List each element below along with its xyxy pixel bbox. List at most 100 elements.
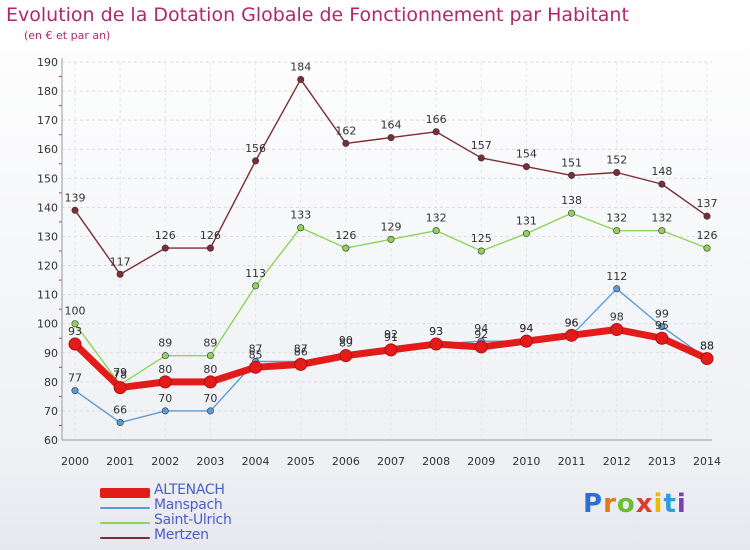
chart-subtitle: (en € et par an)	[24, 29, 111, 42]
data-label: 133	[290, 209, 311, 222]
legend-swatch	[100, 507, 150, 509]
y-tick-label: 160	[37, 143, 58, 156]
y-tick-label: 170	[37, 114, 58, 127]
data-label: 86	[294, 345, 308, 358]
data-label: 91	[384, 331, 398, 344]
data-label: 139	[65, 191, 86, 204]
y-tick-label: 60	[44, 434, 58, 447]
data-label: 164	[381, 119, 402, 132]
data-label: 77	[68, 372, 82, 385]
data-label: 112	[606, 270, 627, 283]
x-tick-label: 2013	[648, 455, 676, 468]
grid-lines	[62, 61, 712, 441]
data-label: 157	[471, 139, 492, 152]
data-label: 156	[245, 142, 266, 155]
data-label: 93	[429, 325, 443, 338]
y-tick-label: 110	[37, 289, 58, 302]
data-label: 94	[519, 322, 533, 335]
data-point	[161, 244, 169, 252]
logo-letter: P	[583, 489, 604, 519]
data-point	[342, 244, 350, 252]
legend-swatch	[100, 522, 150, 524]
data-point	[522, 163, 530, 171]
legend-swatch	[100, 488, 150, 498]
data-point	[387, 235, 395, 243]
data-point	[568, 209, 576, 217]
logo-letter: o	[616, 489, 636, 519]
data-label: 148	[651, 165, 672, 178]
series-altenach	[68, 323, 714, 395]
data-label: 184	[290, 60, 311, 73]
data-point	[294, 357, 308, 371]
data-point	[203, 375, 217, 389]
legend-swatch	[100, 537, 150, 539]
data-label: 87	[249, 342, 263, 355]
data-label: 162	[335, 124, 356, 137]
data-point	[252, 282, 260, 290]
data-label: 70	[158, 392, 172, 405]
data-point	[613, 285, 621, 293]
data-point	[432, 227, 440, 235]
data-point	[700, 352, 714, 366]
data-label: 137	[697, 197, 718, 210]
data-label: 126	[697, 229, 718, 242]
x-tick-label: 2006	[332, 455, 360, 468]
logo-letter: x	[635, 489, 654, 519]
data-point	[703, 212, 711, 220]
data-label: 98	[610, 311, 624, 324]
data-labels: 139 117 126 126 156 184 162 164 166 157 154 151 152 1…	[65, 60, 718, 416]
y-tick-label: 190	[37, 56, 58, 69]
y-tick-label: 150	[37, 172, 58, 185]
data-point	[297, 75, 305, 83]
data-point	[655, 331, 669, 345]
data-point	[71, 320, 79, 328]
legend-label: ALTENACH	[154, 482, 225, 498]
data-label: 99	[655, 308, 669, 321]
data-point	[432, 128, 440, 136]
x-tick-label: 2011	[558, 455, 586, 468]
logo-letter: i	[653, 489, 664, 519]
data-point	[474, 340, 488, 354]
y-tick-label: 180	[37, 85, 58, 98]
x-tick-label: 2005	[287, 455, 315, 468]
data-point	[206, 407, 214, 415]
data-point	[429, 337, 443, 351]
data-point	[161, 352, 169, 360]
line-chart: 60 70 80 90 100 110 120 130 140 150 160 170 180 190 20…	[37, 56, 721, 468]
data-point	[565, 328, 579, 342]
x-tick-label: 2008	[422, 455, 450, 468]
data-label: 132	[651, 212, 672, 225]
data-label: 87	[294, 342, 308, 355]
legend-label: Saint-Ulrich	[154, 512, 232, 528]
data-label: 151	[561, 156, 582, 169]
data-label: 126	[335, 229, 356, 242]
x-tick-label: 2009	[467, 455, 495, 468]
data-label: 93	[68, 325, 82, 338]
series-mertzen	[71, 75, 711, 278]
data-point	[206, 244, 214, 252]
data-label: 154	[516, 148, 537, 161]
data-label: 90	[339, 334, 353, 347]
data-point	[519, 334, 533, 348]
x-tick-label: 2004	[242, 455, 270, 468]
data-point	[71, 387, 79, 395]
data-label: 78	[113, 369, 127, 382]
x-tick-label: 2010	[512, 455, 540, 468]
data-point	[249, 360, 263, 374]
x-tick-label: 2012	[603, 455, 631, 468]
logo-letter: r	[603, 489, 617, 519]
data-point	[613, 168, 621, 176]
y-tick-label: 140	[37, 201, 58, 214]
x-tick-label: 2003	[196, 455, 224, 468]
data-label: 80	[203, 363, 217, 376]
data-point	[116, 270, 124, 278]
y-tick-label: 90	[44, 347, 58, 360]
data-label: 80	[158, 363, 172, 376]
y-tick-label: 120	[37, 260, 58, 273]
data-label: 89	[339, 337, 353, 350]
data-label: 132	[426, 212, 447, 225]
data-label: 152	[606, 153, 627, 166]
data-label: 94	[474, 322, 488, 335]
data-label: 138	[561, 194, 582, 207]
data-point	[387, 134, 395, 142]
